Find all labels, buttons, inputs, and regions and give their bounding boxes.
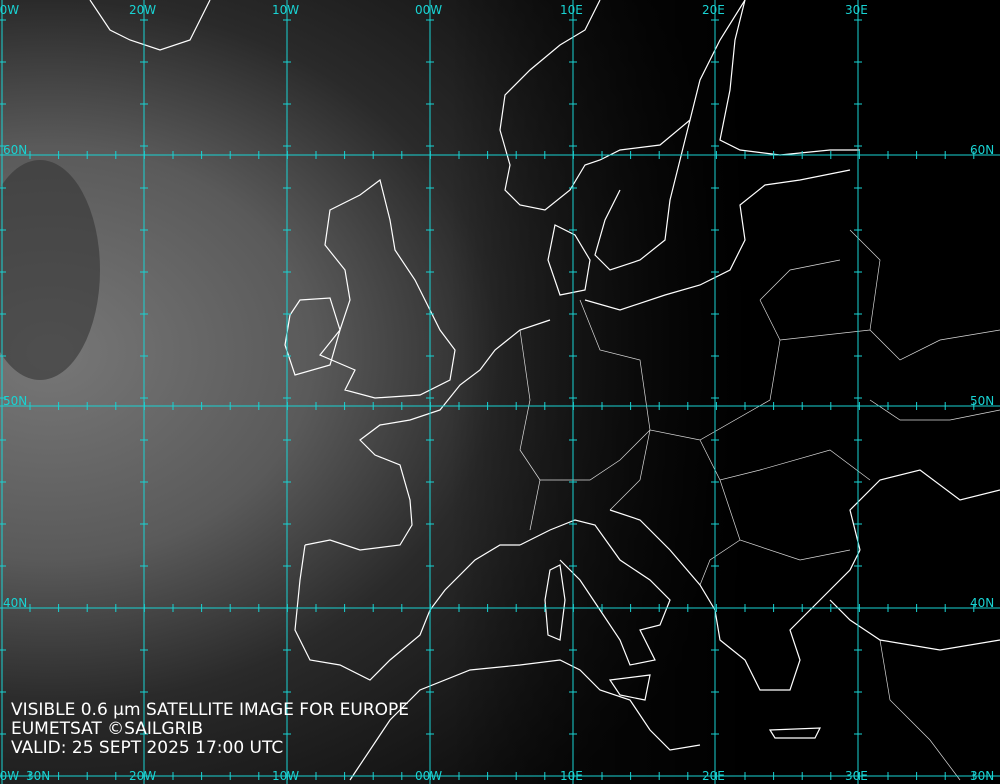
coast-sweden-south	[594, 119, 691, 271]
coast-great-britain	[319, 178, 456, 399]
coast-north-africa	[349, 659, 701, 781]
lon-label-bottom-30w: 30W	[0, 769, 20, 783]
lon-label-top-30e: 30E	[845, 3, 868, 17]
lon-label-top-20e: 20E	[702, 3, 725, 17]
coast-baltic	[584, 169, 851, 311]
lat-label-left-50n: 50N	[3, 394, 28, 408]
lon-label-bottom-10e: 10E	[560, 769, 583, 783]
lon-label-top-00w: 00W	[415, 3, 443, 17]
coast-adriatic	[609, 509, 861, 691]
lon-label-top-10w: 10W	[272, 3, 300, 17]
coast-ireland	[284, 297, 341, 376]
coast-gulf-bothnia	[719, 0, 860, 156]
coast-italy	[519, 519, 671, 666]
lat-label-left-40n: 40N	[3, 596, 28, 610]
lat-label-right-40n: 40N	[970, 596, 995, 610]
lat-label-right-60n: 60N	[970, 143, 995, 157]
coast-iberia	[294, 544, 520, 681]
cyclone-eye	[0, 160, 100, 380]
caption-title: VISIBLE 0.6 µm SATELLITE IMAGE FOR EUROP…	[11, 700, 410, 720]
lon-label-bottom-10w: 10W	[272, 769, 300, 783]
coast-sicily	[608, 674, 651, 701]
lon-label-bottom-00w: 00W	[415, 769, 443, 783]
lon-label-bottom-20e: 20E	[702, 769, 725, 783]
coast-continent-north	[304, 319, 551, 551]
coast-black-sea	[849, 469, 1000, 551]
lon-label-bottom-30e: 30E	[845, 769, 868, 783]
lat-label-right-50n: 50N	[970, 394, 995, 408]
borders	[519, 229, 1000, 781]
coastlines	[89, 0, 1000, 781]
lat-label-right-30n: 30N	[970, 769, 995, 783]
lon-label-top-10e: 10E	[560, 3, 583, 17]
lon-label-top-30w: 30W	[0, 3, 20, 17]
lat-label-left-60n: 60N	[3, 143, 28, 157]
lat-label-left-30n: 30N	[26, 769, 51, 783]
caption-valid-time: VALID: 25 SEPT 2025 17:00 UTC	[11, 738, 284, 758]
border-lines	[519, 229, 1000, 781]
image-caption: VISIBLE 0.6 µm SATELLITE IMAGE FOR EUROP…	[11, 701, 409, 758]
lon-label-bottom-20w: 20W	[129, 769, 157, 783]
coast-sardinia-corsica	[544, 564, 566, 641]
coast-denmark	[547, 224, 591, 296]
coast-crete	[768, 727, 821, 739]
coast-iceland	[89, 0, 211, 51]
caption-credit: EUMETSAT ©SAILGRIB	[11, 719, 204, 739]
lon-label-top-20w: 20W	[129, 3, 157, 17]
